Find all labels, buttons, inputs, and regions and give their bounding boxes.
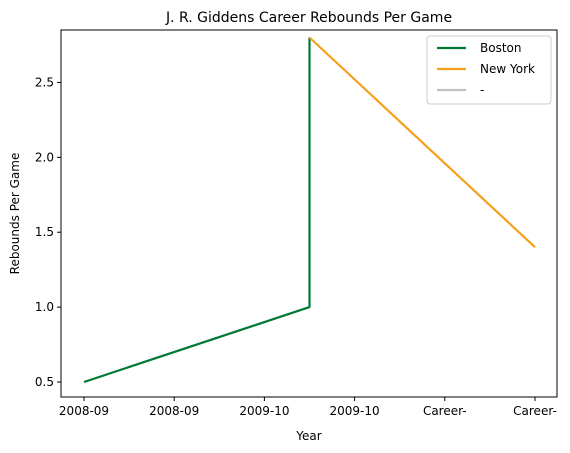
chart-title: J. R. Giddens Career Rebounds Per Game: [165, 10, 452, 26]
y-axis-label: Rebounds Per Game: [8, 153, 22, 275]
x-tick-label: Career-: [423, 404, 467, 418]
y-tick-label: 2.5: [35, 75, 54, 89]
legend-label-1: New York: [480, 62, 535, 76]
legend-label-0: Boston: [480, 41, 521, 55]
x-tick-label: 2009-10: [239, 404, 289, 418]
plot-area: [60, 29, 558, 398]
x-tick-label: 2008-09: [149, 404, 199, 418]
y-tick-label: 1.0: [35, 300, 54, 314]
legend-label-2: -: [480, 83, 484, 97]
x-axis: 2008-09 2008-09 2009-10 2009-10 Career- Caree…: [59, 397, 557, 418]
series-layer: [83, 36, 536, 384]
x-axis-label: Year: [295, 429, 321, 443]
series-line-1: [308, 36, 536, 249]
legend: Boston New York -: [426, 35, 552, 105]
y-tick-label: 1.5: [35, 225, 54, 239]
y-axis: 0.5 1.0 1.5 2.0 2.5: [35, 75, 61, 389]
legend-box: [426, 35, 552, 105]
series-line-0: [83, 37, 311, 384]
x-tick-label: 2009-10: [330, 404, 380, 418]
y-tick-label: 0.5: [35, 375, 54, 389]
x-tick-label: 2008-09: [59, 404, 109, 418]
y-tick-label: 2.0: [35, 150, 54, 164]
x-tick-label: Career-: [513, 404, 557, 418]
